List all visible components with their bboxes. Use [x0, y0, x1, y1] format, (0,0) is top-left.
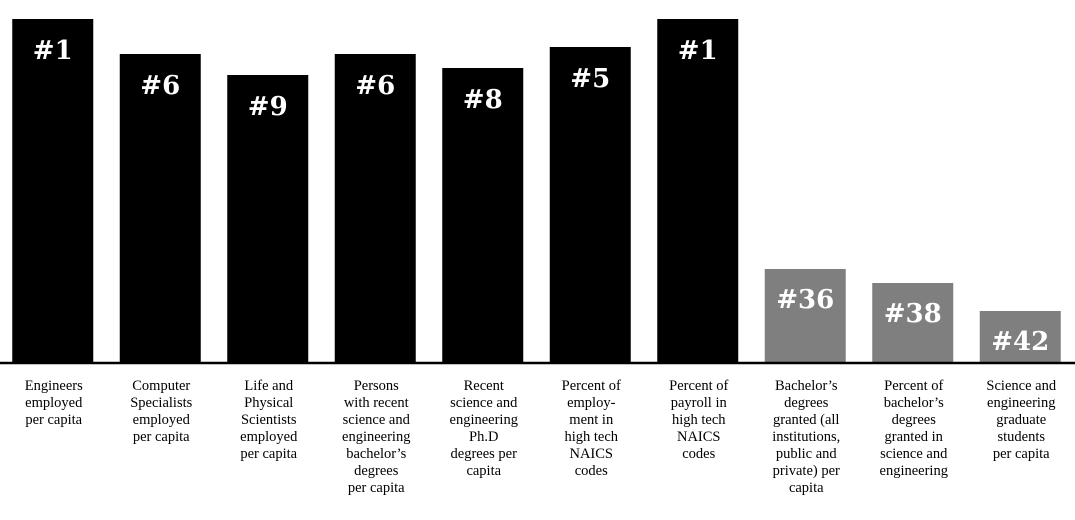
category-label: Recent science and engineering Ph.D degrees … [450, 378, 519, 479]
category-label: Computer Specialists employed per capita [130, 378, 192, 445]
bar [549, 47, 631, 362]
bar [12, 19, 94, 362]
category-label: Percent of employ-ment in high tech NAICS co… [562, 378, 621, 479]
category-labels-group: Engineers employed per capita Computer Speci… [25, 378, 1057, 496]
bar [442, 68, 524, 362]
bars-group: #1 #6 #9 #6 #8 #5 #1 #36 #38 #42 [12, 19, 1061, 362]
category-label: Percent of bachelor’s degrees granted in sci… [880, 378, 949, 479]
category-label: Life and Physical Scientists employed per ca… [240, 378, 298, 462]
bar-rank-label: #42 [991, 327, 1049, 357]
bar [334, 54, 416, 362]
category-label: Engineers employed per capita [25, 378, 83, 428]
bar [872, 283, 954, 362]
bar-rank-label: #36 [776, 285, 834, 315]
bar-rank-label: #1 [678, 36, 718, 66]
bar [657, 19, 739, 362]
category-label: Bachelor’s degrees granted (all institution… [772, 378, 840, 496]
bar [979, 311, 1061, 362]
bar [764, 269, 846, 362]
category-label: Persons with recent science and engineering… [342, 378, 411, 496]
bar-rank-label: #6 [140, 71, 180, 101]
bar [227, 75, 309, 362]
bar-rank-label: #8 [463, 85, 503, 115]
bar [119, 54, 201, 362]
category-label: Percent of payroll in high tech NAICS codes [669, 378, 728, 462]
bar-rank-label: #5 [570, 64, 610, 94]
bar-rank-label: #38 [884, 299, 942, 329]
bar-rank-label: #1 [33, 36, 73, 66]
bar-rank-label: #6 [355, 71, 395, 101]
bar-rank-label: #9 [248, 92, 288, 122]
category-label: Science and engineering graduate students pe… [986, 378, 1056, 462]
